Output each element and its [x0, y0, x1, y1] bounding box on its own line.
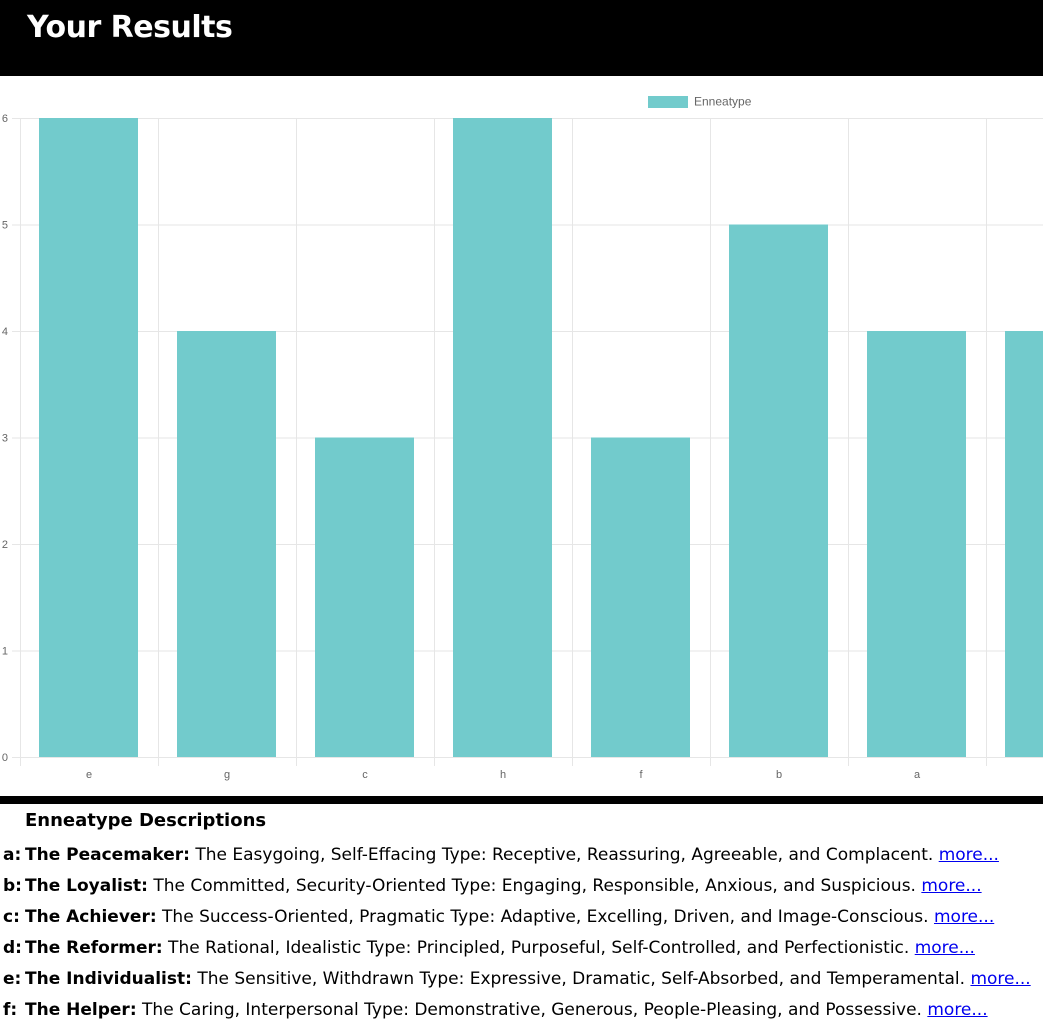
description-type-name: The Reformer:	[25, 938, 163, 958]
y-tick-label: 5	[2, 220, 8, 232]
descriptions-section: Enneatype Descriptions a: The Peacemaker:…	[0, 808, 1043, 1026]
page-title: Your Results	[27, 10, 233, 45]
y-tick-label: 2	[2, 539, 8, 551]
x-tick-label: a	[914, 769, 921, 781]
x-tick-label: e	[86, 769, 92, 781]
legend-swatch	[648, 96, 688, 108]
legend-label: Enneatype	[694, 95, 752, 109]
description-item: d: The Reformer: The Rational, Idealistic…	[0, 933, 1043, 964]
bar	[867, 331, 966, 757]
description-item: e: The Individualist: The Sensitive, With…	[0, 964, 1043, 995]
more-link[interactable]: more...	[914, 938, 975, 958]
description-key: f:	[3, 1000, 18, 1020]
description-type-name: The Loyalist:	[25, 876, 148, 896]
description-item: f: The Helper: The Caring, Interpersonal …	[0, 995, 1043, 1026]
descriptions-list: a: The Peacemaker: The Easygoing, Self-Ef…	[0, 840, 1043, 1026]
description-content: The Individualist: The Sensitive, Withdr…	[25, 964, 1031, 995]
section-divider	[0, 796, 1043, 804]
description-key: b:	[3, 876, 22, 896]
description-item: c: The Achiever: The Success-Oriented, Pr…	[0, 902, 1043, 933]
x-tick-label: g	[224, 769, 230, 781]
description-text: The Easygoing, Self-Effacing Type: Recep…	[189, 845, 939, 865]
y-tick-label: 3	[2, 433, 8, 445]
bar-chart-svg: 0 1 2 3 4 5 6 e g c h f b a Enneatype	[2, 95, 1043, 781]
descriptions-heading: Enneatype Descriptions	[25, 810, 267, 831]
page-header: Your Results	[0, 0, 1043, 76]
description-content: The Achiever: The Success-Oriented, Prag…	[25, 902, 994, 933]
description-content: The Peacemaker: The Easygoing, Self-Effa…	[25, 840, 999, 871]
description-text: The Success-Oriented, Pragmatic Type: Ad…	[156, 907, 934, 927]
description-type-name: The Achiever:	[25, 907, 157, 927]
bar	[177, 331, 276, 757]
description-key: d:	[3, 938, 22, 958]
more-link[interactable]: more...	[938, 845, 999, 865]
results-chart: 0 1 2 3 4 5 6 e g c h f b a Enneatype	[0, 76, 1043, 794]
more-link[interactable]: more...	[927, 1000, 988, 1020]
description-text: The Caring, Interpersonal Type: Demonstr…	[136, 1000, 928, 1020]
description-key: e:	[3, 969, 22, 989]
description-item: b: The Loyalist: The Committed, Security-…	[0, 871, 1043, 902]
description-text: The Sensitive, Withdrawn Type: Expressiv…	[191, 969, 971, 989]
description-key: c:	[3, 907, 20, 927]
y-tick-label: 1	[2, 646, 8, 658]
description-item: a: The Peacemaker: The Easygoing, Self-Ef…	[0, 840, 1043, 871]
more-link[interactable]: more...	[921, 876, 982, 896]
description-text: The Rational, Idealistic Type: Principle…	[162, 938, 915, 958]
x-tick-label: h	[500, 769, 506, 781]
y-tick-label: 4	[2, 326, 8, 338]
bar	[729, 224, 828, 757]
x-tick-label: f	[639, 769, 643, 781]
bar	[315, 437, 414, 757]
description-content: The Loyalist: The Committed, Security-Or…	[25, 871, 982, 902]
description-type-name: The Individualist:	[25, 969, 192, 989]
description-type-name: The Peacemaker:	[25, 845, 190, 865]
bar	[39, 118, 138, 757]
x-tick-label: c	[362, 769, 368, 781]
y-tick-label: 6	[2, 113, 8, 125]
bar	[453, 118, 552, 757]
bar	[591, 437, 690, 757]
y-tick-label: 0	[2, 752, 8, 764]
description-key: a:	[3, 845, 22, 865]
x-tick-label: b	[776, 769, 782, 781]
description-content: The Helper: The Caring, Interpersonal Ty…	[25, 995, 988, 1026]
description-type-name: The Helper:	[25, 1000, 137, 1020]
bar	[1005, 331, 1043, 757]
more-link[interactable]: more...	[933, 907, 995, 927]
description-content: The Reformer: The Rational, Idealistic T…	[25, 933, 975, 964]
description-text: The Committed, Security-Oriented Type: E…	[147, 876, 922, 896]
more-link[interactable]: more...	[970, 969, 1031, 989]
